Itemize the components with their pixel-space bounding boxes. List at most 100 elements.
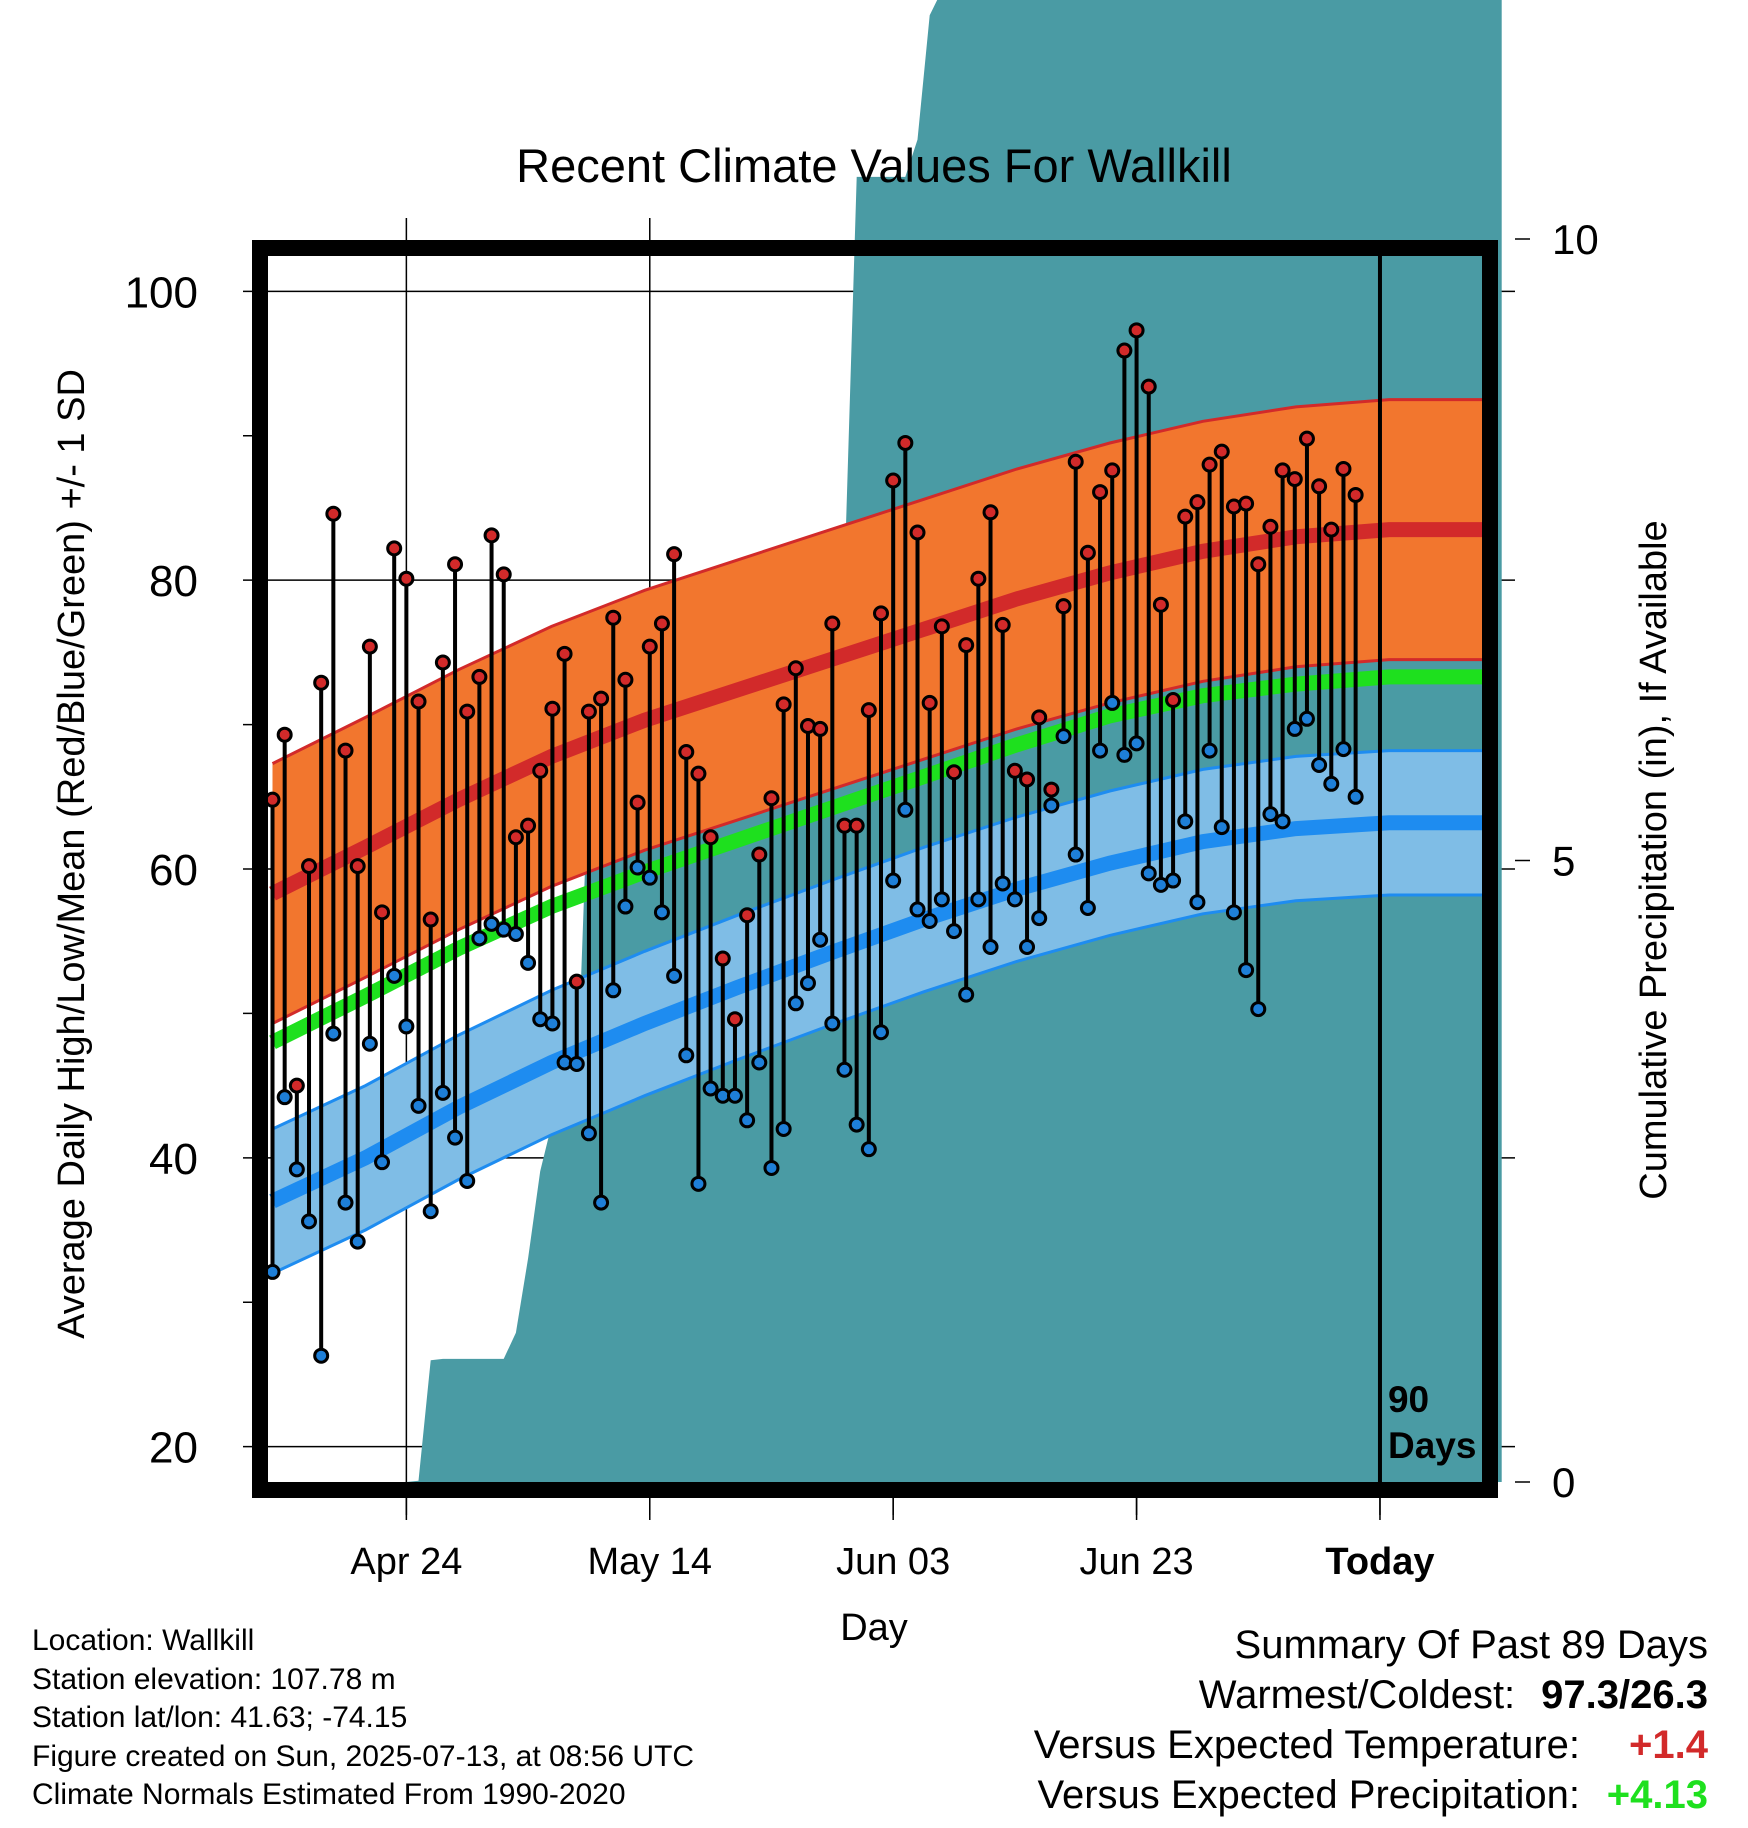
daily-low-point bbox=[1250, 1001, 1267, 1018]
daily-high-point bbox=[629, 794, 646, 811]
y2-tick-label: 10 bbox=[1552, 216, 1599, 263]
daily-low-point bbox=[1213, 819, 1230, 836]
daily-low-point bbox=[653, 904, 670, 921]
daily-high-point bbox=[1031, 709, 1048, 726]
daily-low-point bbox=[848, 1116, 865, 1133]
temp-departure-value: +1.4 bbox=[1629, 1723, 1708, 1767]
daily-low-point bbox=[1116, 746, 1133, 763]
daily-low-point bbox=[1043, 797, 1060, 814]
daily-high-point bbox=[568, 973, 585, 990]
daily-high-point bbox=[495, 566, 512, 583]
daily-high-point bbox=[361, 638, 378, 655]
daily-high-point bbox=[1067, 453, 1084, 470]
daily-high-point bbox=[958, 637, 975, 654]
daily-high-point bbox=[751, 846, 768, 863]
daily-low-point bbox=[812, 931, 829, 948]
daily-low-point bbox=[520, 954, 537, 971]
daily-low-point bbox=[909, 901, 926, 918]
daily-high-point bbox=[447, 556, 464, 573]
daily-low-point bbox=[1225, 904, 1242, 921]
daily-high-point bbox=[641, 638, 658, 655]
daily-high-point bbox=[605, 609, 622, 626]
daily-low-point bbox=[1347, 788, 1364, 805]
daily-low-point bbox=[678, 1047, 695, 1064]
daily-low-point bbox=[787, 995, 804, 1012]
daily-low-point bbox=[617, 898, 634, 915]
daily-high-point bbox=[666, 546, 683, 563]
daily-high-point bbox=[848, 817, 865, 834]
x-axis-label: Day bbox=[840, 1607, 908, 1649]
daily-high-point bbox=[1213, 443, 1230, 460]
high-sd-lower-edge bbox=[271, 658, 1482, 1025]
daily-high-point bbox=[690, 765, 707, 782]
daily-low-point bbox=[1031, 910, 1048, 927]
elevation-text: Station elevation: 107.78 m bbox=[32, 1662, 396, 1696]
summary-heading: Summary Of Past 89 Days bbox=[1234, 1623, 1708, 1667]
daily-high-point bbox=[520, 817, 537, 834]
daily-low-point bbox=[1006, 891, 1023, 908]
daily-high-point bbox=[1092, 484, 1109, 501]
warm-cold-label: Warmest/Coldest: bbox=[1198, 1673, 1516, 1717]
y-tick-label: 20 bbox=[149, 1424, 198, 1473]
today-marker-label: 90 bbox=[1388, 1379, 1429, 1420]
daily-high-point bbox=[970, 570, 987, 587]
daily-low-point bbox=[1335, 741, 1352, 758]
station-info: Location: Wallkill Station elevation: 10… bbox=[32, 1622, 694, 1815]
daily-low-point bbox=[799, 975, 816, 992]
daily-low-point bbox=[860, 1141, 877, 1158]
daily-high-point bbox=[678, 744, 695, 761]
x-tick-label: Today bbox=[1325, 1541, 1434, 1583]
daily-low-point bbox=[410, 1097, 427, 1114]
daily-low-point bbox=[885, 872, 902, 889]
daily-low-point bbox=[1104, 694, 1121, 711]
y-tick-label: 80 bbox=[149, 557, 198, 606]
daily-high-point bbox=[1347, 486, 1364, 503]
daily-low-point bbox=[471, 930, 488, 947]
daily-high-point bbox=[337, 742, 354, 759]
daily-high-point bbox=[824, 615, 841, 632]
daily-high-point bbox=[556, 645, 573, 662]
daily-high-point bbox=[313, 674, 330, 691]
y2-tick-label: 5 bbox=[1552, 838, 1575, 885]
daily-low-point bbox=[605, 982, 622, 999]
y2-tick-label: 0 bbox=[1552, 1459, 1575, 1506]
daily-high-point bbox=[1043, 781, 1060, 798]
daily-high-point bbox=[1262, 518, 1279, 535]
daily-high-point bbox=[1335, 460, 1352, 477]
daily-high-point bbox=[434, 654, 451, 671]
daily-low-point bbox=[1092, 742, 1109, 759]
daily-low-point bbox=[994, 875, 1011, 892]
daily-low-point bbox=[361, 1035, 378, 1052]
daily-low-point bbox=[1238, 962, 1255, 979]
daily-high-point bbox=[653, 615, 670, 632]
daily-high-point bbox=[726, 1011, 743, 1028]
daily-low-point bbox=[958, 986, 975, 1003]
daily-low-point bbox=[580, 1125, 597, 1142]
daily-low-point bbox=[337, 1194, 354, 1211]
daily-high-point bbox=[1311, 478, 1328, 495]
daily-high-point bbox=[1128, 322, 1145, 339]
normal-low-line bbox=[269, 815, 1482, 1208]
daily-high-point bbox=[398, 570, 415, 587]
daily-high-point bbox=[702, 829, 719, 846]
daily-high-point bbox=[1286, 471, 1303, 488]
daily-low-point bbox=[970, 891, 987, 908]
daily-high-point bbox=[288, 1077, 305, 1094]
daily-high-point bbox=[617, 671, 634, 688]
daily-low-point bbox=[629, 859, 646, 876]
daily-high-point bbox=[1152, 596, 1169, 613]
daily-high-point bbox=[812, 720, 829, 737]
daily-high-point bbox=[532, 762, 549, 779]
daily-high-point bbox=[544, 700, 561, 717]
daily-high-point bbox=[897, 434, 914, 451]
daily-low-point bbox=[1298, 710, 1315, 727]
daily-low-point bbox=[447, 1129, 464, 1146]
daily-low-point bbox=[398, 1018, 415, 1035]
daily-high-point bbox=[1201, 456, 1218, 473]
daily-high-point bbox=[410, 693, 427, 710]
daily-low-point bbox=[702, 1080, 719, 1097]
daily-low-point bbox=[374, 1154, 391, 1171]
daily-low-point bbox=[483, 915, 500, 932]
daily-low-point bbox=[313, 1347, 330, 1364]
daily-low-point bbox=[1311, 757, 1328, 774]
